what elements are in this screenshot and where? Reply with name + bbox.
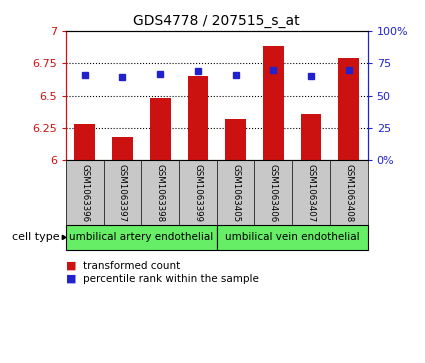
- Text: cell type: cell type: [12, 232, 60, 242]
- Text: ■: ■: [66, 261, 76, 271]
- Text: GSM1063397: GSM1063397: [118, 164, 127, 222]
- Text: GSM1063405: GSM1063405: [231, 164, 240, 222]
- Bar: [225, 119, 246, 160]
- Text: GSM1063399: GSM1063399: [193, 164, 202, 221]
- Text: GSM1063407: GSM1063407: [306, 164, 315, 222]
- Bar: [74, 124, 95, 160]
- Bar: [112, 137, 133, 160]
- Title: GDS4778 / 207515_s_at: GDS4778 / 207515_s_at: [133, 15, 300, 28]
- Text: GSM1063406: GSM1063406: [269, 164, 278, 222]
- Text: GSM1063408: GSM1063408: [344, 164, 353, 222]
- Bar: [187, 76, 208, 160]
- Text: GSM1063396: GSM1063396: [80, 164, 89, 222]
- Text: umbilical vein endothelial: umbilical vein endothelial: [225, 232, 360, 242]
- Bar: [263, 46, 284, 160]
- Text: ■: ■: [66, 274, 76, 284]
- Bar: [150, 98, 170, 160]
- Bar: [300, 114, 321, 160]
- Text: GSM1063398: GSM1063398: [156, 164, 164, 222]
- Bar: [338, 58, 359, 160]
- Text: percentile rank within the sample: percentile rank within the sample: [83, 274, 259, 284]
- Text: umbilical artery endothelial: umbilical artery endothelial: [69, 232, 213, 242]
- Text: transformed count: transformed count: [83, 261, 180, 271]
